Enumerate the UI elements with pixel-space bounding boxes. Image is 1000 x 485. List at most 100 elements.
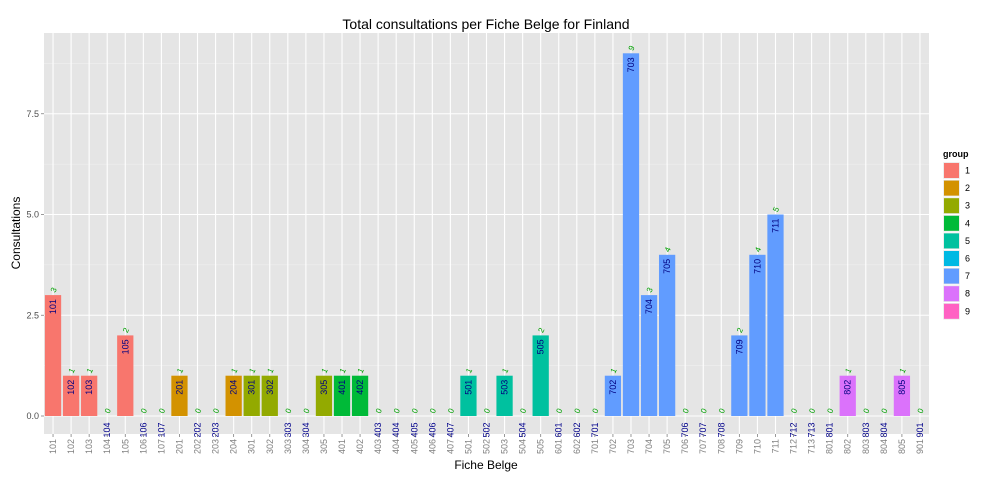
data-label-101: 3 <box>49 286 59 294</box>
x-tick-label: 104 <box>102 439 112 454</box>
bar-703 <box>622 53 640 417</box>
x-tick-label: 305 <box>319 439 329 454</box>
data-label-601: 0 <box>554 407 564 415</box>
data-label-403: 0 <box>374 407 384 415</box>
data-label-106: 0 <box>139 407 149 415</box>
data-label-502: 0 <box>482 407 492 415</box>
legend-swatch-7 <box>944 268 959 284</box>
bar-label-305: 305 <box>319 380 329 395</box>
bar-201 <box>171 375 188 416</box>
bar-label-711: 711 <box>770 219 780 233</box>
x-tick-label: 901 <box>915 439 925 454</box>
legend-swatch-5 <box>944 233 959 249</box>
data-label-304: 0 <box>302 407 312 415</box>
x-tick-label: 803 <box>861 439 871 454</box>
legend-swatch-2 <box>944 180 959 196</box>
bar-705 <box>658 254 676 416</box>
data-label-703: 9 <box>627 44 637 52</box>
bar-label-402: 402 <box>355 380 365 395</box>
bar-704 <box>640 295 658 416</box>
y-axis-label: Consultations <box>9 197 23 270</box>
x-tick-label: 406 <box>427 439 437 454</box>
bar-label-708: 708 <box>716 422 726 437</box>
bar-label-105: 105 <box>120 339 130 354</box>
bar-label-602: 602 <box>572 422 582 437</box>
x-tick-label: 405 <box>409 439 419 454</box>
bar-label-104: 104 <box>102 422 112 437</box>
x-tick-label: 805 <box>897 439 907 454</box>
bar-302 <box>261 375 278 416</box>
x-tick-label: 401 <box>337 439 347 454</box>
data-label-702: 1 <box>609 366 619 374</box>
legend-label-6: 6 <box>965 254 970 264</box>
data-label-102: 1 <box>67 366 77 374</box>
bar-label-503: 503 <box>500 380 510 395</box>
x-tick-label: 404 <box>391 439 401 454</box>
bar-204 <box>225 375 242 416</box>
x-tick-label: 505 <box>536 439 546 454</box>
x-tick-label: 501 <box>463 439 473 454</box>
x-tick-label: 705 <box>662 439 672 454</box>
bar-503 <box>496 375 513 416</box>
data-label-704: 3 <box>645 286 655 294</box>
bar-label-301: 301 <box>247 380 257 395</box>
bar-label-707: 707 <box>698 422 708 437</box>
bar-301 <box>243 375 260 416</box>
bar-label-702: 702 <box>608 380 618 395</box>
bar-label-403: 403 <box>373 422 383 437</box>
legend-label-1: 1 <box>965 166 970 176</box>
legend-swatch-4 <box>944 215 959 231</box>
x-tick-label: 703 <box>626 439 636 454</box>
data-label-204: 1 <box>229 366 239 374</box>
legend-swatch-6 <box>944 251 959 266</box>
legend-swatch-1 <box>944 163 959 178</box>
legend-label-8: 8 <box>965 289 970 299</box>
data-label-713: 0 <box>807 407 817 415</box>
legend-swatch-8 <box>944 286 959 302</box>
bar-label-202: 202 <box>193 422 203 437</box>
data-label-712: 0 <box>789 407 799 415</box>
bar-label-405: 405 <box>409 422 419 437</box>
data-label-401: 1 <box>338 366 348 374</box>
data-label-501: 1 <box>464 366 474 374</box>
x-tick-label: 802 <box>843 439 853 454</box>
data-label-105: 2 <box>121 326 131 334</box>
x-tick-label: 713 <box>807 439 817 454</box>
data-label-505: 2 <box>536 326 546 334</box>
chart-title: Total consultations per Fiche Belge for … <box>342 16 629 32</box>
legend-label-9: 9 <box>965 306 970 316</box>
x-tick-label: 204 <box>229 439 239 454</box>
legend-label-7: 7 <box>965 271 970 281</box>
x-tick-label: 107 <box>156 439 166 454</box>
data-label-202: 0 <box>193 407 203 415</box>
data-label-804: 0 <box>880 407 890 415</box>
bar-label-705: 705 <box>662 259 672 274</box>
x-tick-label: 503 <box>500 439 510 454</box>
data-label-104: 0 <box>103 407 113 415</box>
data-label-203: 0 <box>211 407 221 415</box>
bar-label-107: 107 <box>156 422 166 437</box>
bar-label-406: 406 <box>427 422 437 437</box>
bar-label-804: 804 <box>879 422 889 437</box>
bar-label-803: 803 <box>861 422 871 437</box>
x-tick-label: 709 <box>734 439 744 454</box>
data-label-302: 1 <box>265 366 275 374</box>
bar-label-901: 901 <box>915 422 925 437</box>
bar-label-713: 713 <box>807 422 817 437</box>
bar-label-204: 204 <box>229 380 239 395</box>
x-tick-label: 708 <box>716 439 726 454</box>
x-tick-label: 701 <box>590 439 600 454</box>
x-tick-label: 105 <box>120 439 130 454</box>
x-tick-label: 702 <box>608 439 618 454</box>
x-tick-label: 102 <box>66 439 76 454</box>
data-label-707: 0 <box>699 407 709 415</box>
x-tick-label: 804 <box>879 439 889 454</box>
x-tick-label: 602 <box>572 439 582 454</box>
y-tick-label: 7.5 <box>26 109 39 119</box>
bar-label-201: 201 <box>174 380 184 395</box>
bar-label-805: 805 <box>897 380 907 395</box>
x-tick-label: 103 <box>84 439 94 454</box>
data-label-103: 1 <box>85 366 95 374</box>
x-tick-label: 706 <box>680 439 690 454</box>
